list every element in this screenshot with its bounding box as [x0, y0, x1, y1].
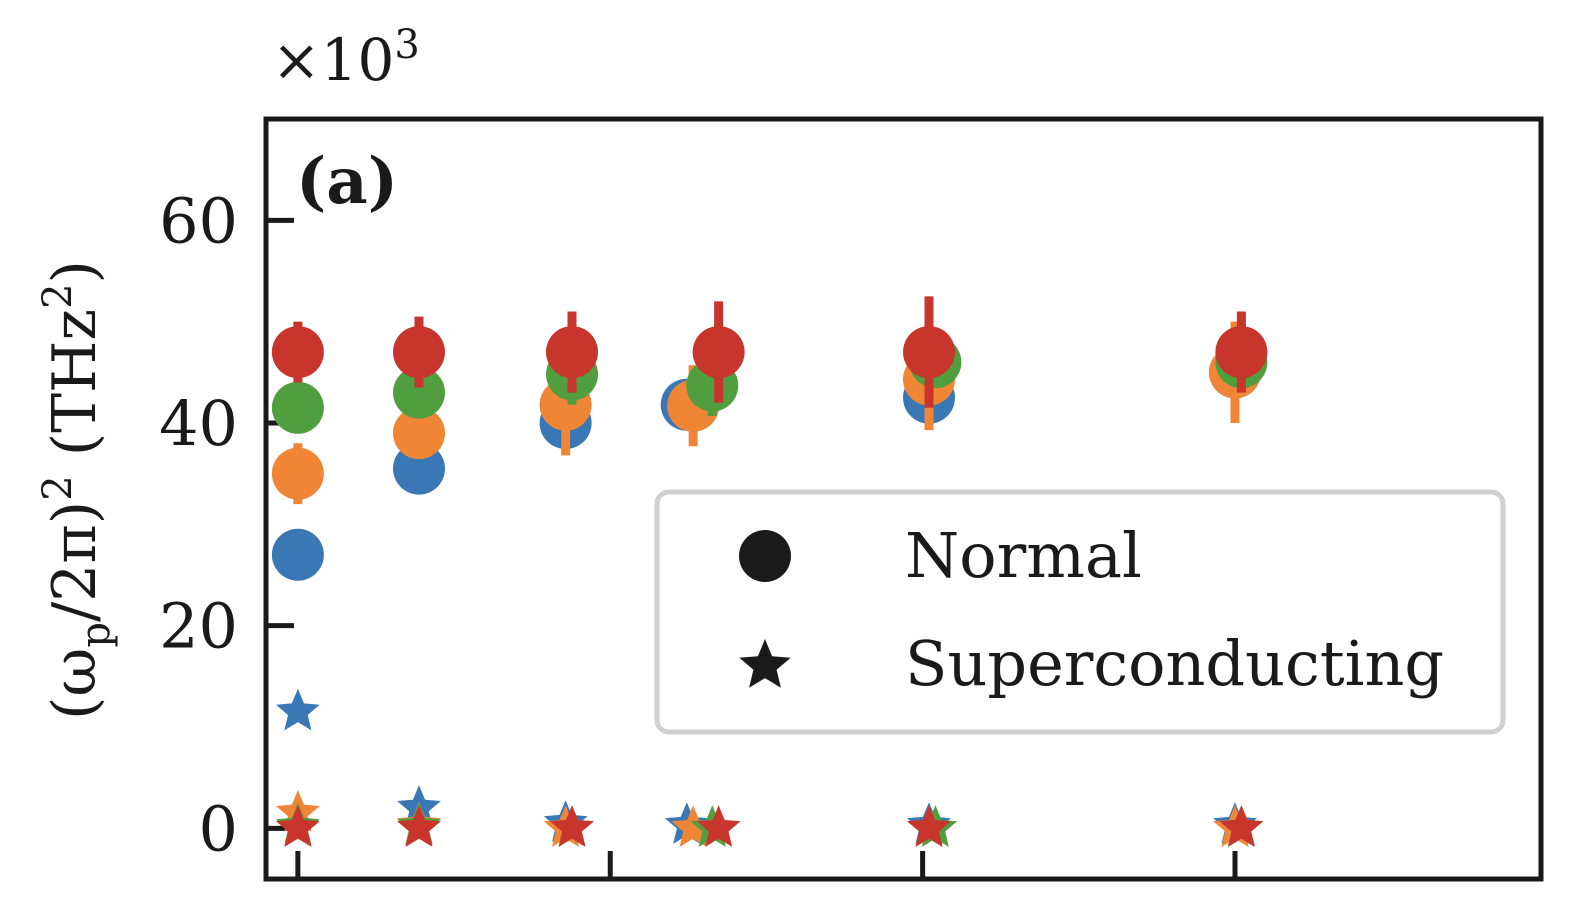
superconducting-star — [276, 688, 320, 731]
legend-label-superconducting: Superconducting — [905, 627, 1444, 700]
y-tick-label: 40 — [159, 387, 238, 460]
y-axis-label: (ωp/2π)2 (THz2) — [35, 260, 119, 720]
ylabel-unit-pow: 2 — [35, 283, 81, 308]
superconducting-star — [550, 805, 594, 847]
legend-label-normal: Normal — [905, 519, 1142, 592]
superconducting-star — [276, 805, 320, 847]
normal-point — [692, 326, 745, 379]
ylabel-mid: /2π) — [40, 501, 110, 622]
legend-marker-circle — [739, 530, 791, 582]
axes-frame — [263, 116, 1544, 882]
svg-text:(ωp/2π)2 (THz2): (ωp/2π)2 (THz2) — [35, 260, 119, 720]
ylabel-sub: p — [73, 622, 119, 648]
normal-point — [393, 326, 445, 379]
y-multiplier-exp: 3 — [394, 22, 419, 68]
panel-label: (a) — [296, 144, 398, 219]
ylabel-main: (ω — [40, 648, 110, 720]
y-tick-label: 60 — [159, 184, 238, 257]
ylabel-close: ) — [40, 260, 110, 283]
normal-point — [393, 407, 445, 460]
normal-point — [903, 326, 955, 379]
normal-point — [271, 326, 324, 379]
legend-marker-star — [739, 639, 791, 688]
ylabel-unit: (THz — [40, 309, 110, 456]
ylabel-pow: 2 — [35, 475, 81, 500]
superconducting-star — [1219, 805, 1264, 847]
superconducting-star — [907, 805, 951, 847]
y-tick-label: 0 — [199, 792, 238, 865]
plot-marks — [271, 296, 1268, 847]
legend-frame — [654, 489, 1506, 735]
normal-point — [1215, 326, 1268, 379]
normal-point — [546, 326, 598, 379]
normal-point — [393, 366, 445, 419]
y-multiplier-base: ×10 — [272, 26, 394, 94]
normal-point — [271, 528, 324, 581]
superconducting-star — [696, 805, 741, 847]
y-multiplier: ×103 — [272, 22, 420, 94]
normal-point — [271, 381, 324, 434]
normal-point — [271, 447, 324, 500]
superconducting-star — [397, 805, 441, 847]
y-tick-label: 20 — [159, 590, 238, 663]
legend: Normal Superconducting — [654, 489, 1506, 735]
axis-ticks: 0 20 40 60 — [159, 184, 1238, 879]
